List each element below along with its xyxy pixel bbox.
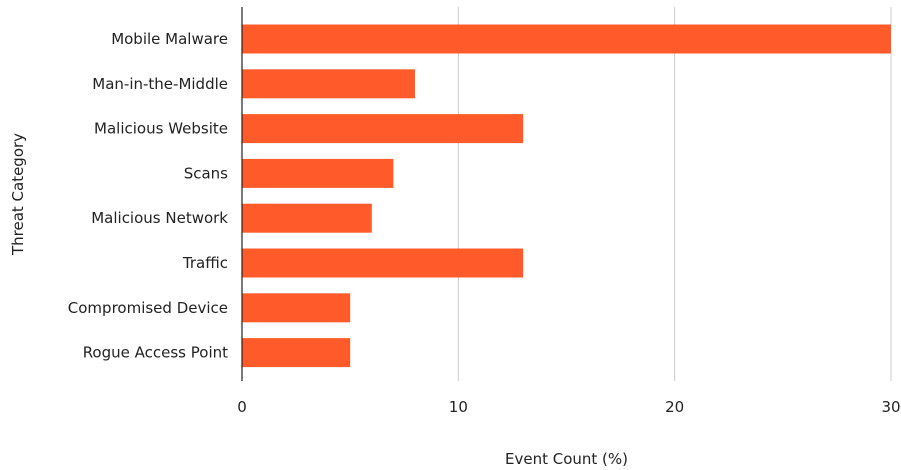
category-label: Man-in-the-Middle xyxy=(92,75,228,93)
bar-scans xyxy=(242,158,394,188)
category-labels: Mobile Malware Man-in-the-Middle Malicious… xyxy=(68,30,229,362)
category-label: Traffic xyxy=(182,254,228,272)
y-axis-title: Threat Category xyxy=(9,133,27,256)
category-label: Malicious Website xyxy=(94,120,228,138)
bar-rogue-access-point xyxy=(242,338,351,368)
category-label: Scans xyxy=(184,164,228,182)
bar-malicious-website xyxy=(242,114,524,144)
category-label: Rogue Access Point xyxy=(83,344,228,362)
bar-malicious-network xyxy=(242,203,372,233)
category-label: Compromised Device xyxy=(68,299,228,317)
bars xyxy=(242,24,891,368)
category-label: Malicious Network xyxy=(91,209,228,227)
bar-compromised-device xyxy=(242,293,351,323)
x-axis-title: Event Count (%) xyxy=(505,450,628,468)
category-label: Mobile Malware xyxy=(111,30,228,48)
x-tick-labels: 0 10 20 30 xyxy=(237,398,900,416)
bar-traffic xyxy=(242,248,524,278)
bar-mobile-malware xyxy=(242,24,891,54)
x-tick-label: 20 xyxy=(665,398,684,416)
x-tick-label: 10 xyxy=(449,398,468,416)
x-tick-label: 0 xyxy=(237,398,247,416)
bar-man-in-the-middle xyxy=(242,69,416,99)
gridlines xyxy=(457,7,892,381)
x-tick-label: 30 xyxy=(881,398,900,416)
